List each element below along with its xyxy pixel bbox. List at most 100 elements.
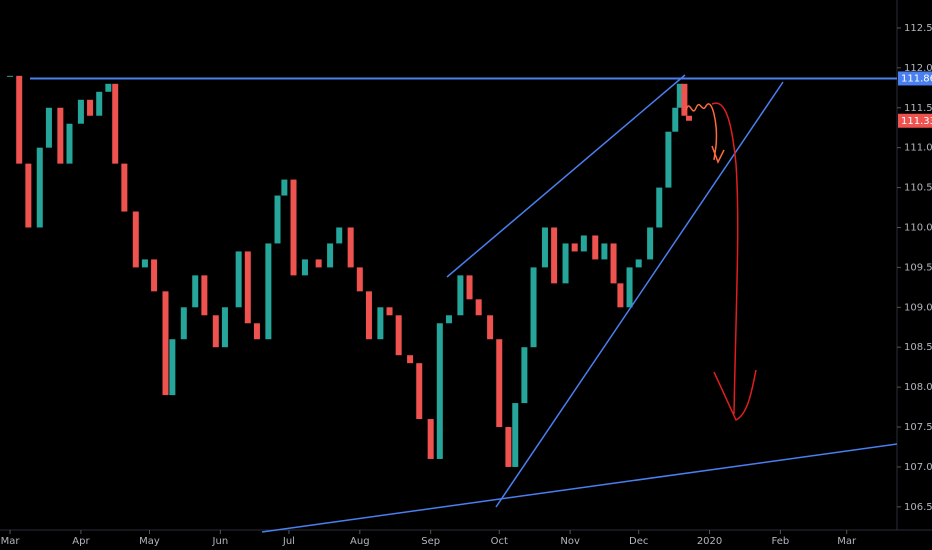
candle — [192, 275, 199, 308]
y-tick-label: 108.000 — [904, 382, 932, 393]
candle — [16, 75, 23, 164]
x-tick-label: Aug — [350, 536, 370, 547]
candle — [253, 323, 260, 340]
y-tick-label: 107.500 — [904, 422, 932, 433]
candle — [336, 227, 343, 244]
candle — [377, 307, 384, 340]
candle — [656, 187, 663, 228]
candle — [265, 243, 272, 340]
candle — [626, 267, 633, 308]
projection-large — [711, 102, 757, 422]
candle — [87, 99, 94, 116]
x-tick-label: 2020 — [697, 536, 722, 547]
candle — [77, 99, 84, 124]
y-tick-label: 112.000 — [904, 63, 932, 74]
candle — [132, 211, 139, 268]
candle — [235, 251, 242, 308]
last-badge-label: 111.337 — [901, 116, 932, 127]
candle — [407, 355, 414, 364]
candle — [221, 307, 228, 348]
y-tick-label: 109.000 — [904, 302, 932, 313]
candle — [601, 243, 608, 260]
x-tick-label: Oct — [491, 536, 508, 547]
y-tick-label: 108.500 — [904, 342, 932, 353]
candle — [201, 275, 208, 316]
candle — [672, 107, 679, 132]
x-tick-label: Feb — [772, 536, 790, 547]
candle — [347, 227, 354, 268]
y-tick-label: 107.000 — [904, 462, 932, 473]
y-tick-label: 111.000 — [904, 143, 932, 154]
candle — [676, 83, 683, 108]
candle — [665, 131, 672, 188]
x-tick-label: Dec — [629, 536, 648, 547]
candle — [521, 347, 528, 404]
x-tick-label: Jul — [282, 536, 295, 547]
candle — [162, 291, 169, 396]
y-tick-label: 106.500 — [904, 502, 932, 513]
candle — [496, 339, 503, 428]
candle — [281, 179, 288, 196]
candle — [105, 83, 112, 92]
candle — [445, 315, 452, 324]
candle — [301, 259, 308, 276]
channel-upper — [446, 74, 686, 278]
candle — [45, 107, 52, 148]
candle — [169, 339, 176, 396]
candle — [530, 267, 537, 348]
candle — [315, 259, 322, 268]
support-line — [261, 443, 898, 533]
candle — [274, 195, 281, 244]
candle — [327, 243, 334, 268]
candle — [685, 115, 692, 121]
candle — [66, 123, 73, 164]
candle — [580, 235, 587, 252]
x-tick-label: Mar — [1, 536, 21, 547]
candle — [457, 275, 464, 316]
candle — [571, 243, 578, 252]
y-tick-label: 109.500 — [904, 262, 932, 273]
candle — [356, 267, 363, 292]
candle — [96, 91, 103, 116]
x-tick-label: Mar — [837, 536, 857, 547]
y-tick-label: 110.500 — [904, 183, 932, 194]
candle — [386, 307, 393, 316]
candle — [635, 259, 642, 268]
candle — [427, 419, 434, 459]
candle — [475, 299, 482, 316]
candle — [610, 243, 617, 284]
candle — [505, 427, 512, 467]
candle — [25, 163, 32, 228]
x-tick-label: Nov — [560, 536, 580, 547]
drawings — [261, 74, 898, 533]
candle — [395, 315, 402, 356]
candle — [681, 83, 688, 116]
candle — [541, 227, 548, 268]
level-badge — [898, 71, 932, 86]
candle — [121, 163, 128, 212]
candle — [551, 227, 558, 284]
x-tick-label: Sep — [421, 536, 440, 547]
candle — [512, 403, 519, 467]
candle — [647, 227, 654, 260]
candle — [141, 259, 148, 268]
x-tick-label: Jun — [212, 536, 229, 547]
candle — [36, 147, 43, 228]
candle — [7, 75, 14, 77]
projection-small — [685, 103, 725, 164]
candle — [436, 323, 443, 459]
candle — [112, 83, 119, 164]
candle — [212, 315, 219, 348]
candle — [151, 259, 158, 292]
candle — [290, 179, 297, 276]
candle — [466, 275, 473, 300]
last-badge — [898, 113, 932, 128]
y-tick-label: 111.500 — [904, 103, 932, 114]
level-badge-label: 111.867 — [901, 73, 932, 84]
x-tick-label: Apr — [72, 536, 90, 547]
candle — [244, 251, 251, 324]
candle — [180, 307, 187, 340]
candle — [487, 315, 494, 340]
y-tick-label: 110.000 — [904, 222, 932, 233]
